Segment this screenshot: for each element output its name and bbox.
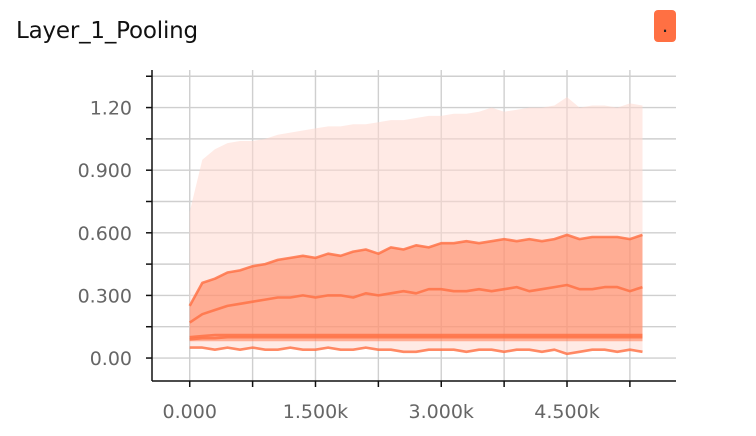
y-tick-label: 1.20 [90,98,132,120]
series-line-1 [188,233,643,307]
y-tick-label: 0.300 [78,285,132,307]
bands [189,97,643,354]
y-tick-label: 0.600 [78,223,132,245]
y-tick-label: 0.900 [78,160,132,182]
y-tick-label: 0.00 [90,348,132,370]
axes [146,70,676,387]
chart-title: Layer_1_Pooling [16,18,198,44]
x-tick-labels: 0.000 1.500k 3.000k 4.500k [163,401,600,423]
x-tick-label: 1.500k [283,401,348,423]
band-area-2 [189,234,643,342]
series-lines [188,233,643,356]
series-line-5 [189,346,643,356]
x-tick-label: 4.500k [534,401,599,423]
y-tick-labels: 0.00 0.300 0.600 0.900 1.20 [78,98,132,370]
series-color-toggle[interactable]: . [654,10,676,42]
x-tick-label: 3.000k [409,401,474,423]
series-color-toggle-label: . [662,21,668,35]
series-line-3 [189,333,643,339]
series-line-4 [189,335,643,341]
series-line-2 [188,283,643,324]
x-tick-label: 0.000 [163,401,217,423]
